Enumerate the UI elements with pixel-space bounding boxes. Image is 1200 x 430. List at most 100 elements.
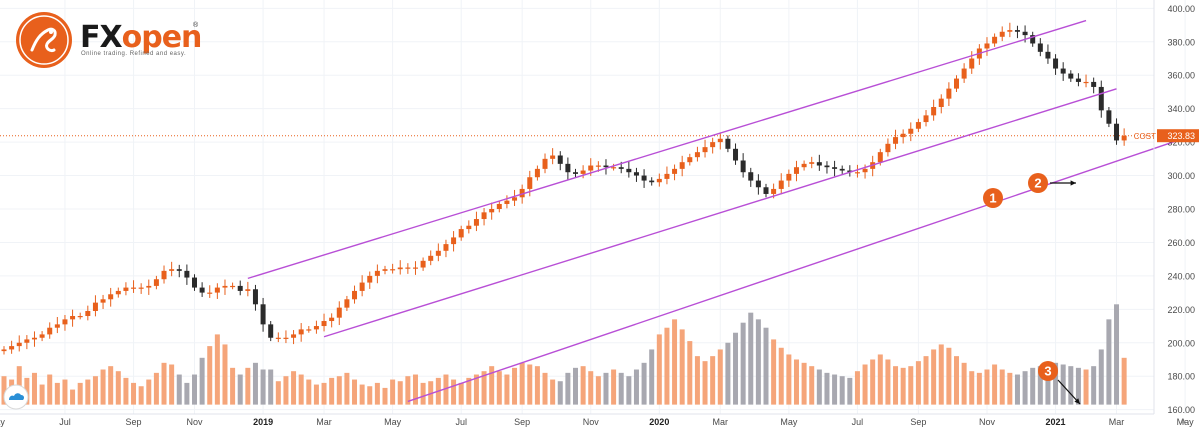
volume-bar: [954, 356, 959, 405]
volume-bar: [656, 334, 662, 405]
candle-body: [443, 244, 449, 251]
volume-bar: [976, 372, 982, 405]
candle-body: [161, 270, 167, 280]
volume-bar: [603, 372, 609, 405]
volume-bar: [969, 371, 975, 405]
candle-body: [138, 287, 144, 289]
volume-bar: [519, 362, 525, 405]
candle-body: [16, 342, 22, 347]
candle-body: [755, 180, 761, 188]
candle-body: [771, 188, 777, 194]
candle-body: [344, 299, 350, 308]
candle-body: [359, 282, 365, 291]
candle-body: [481, 212, 487, 220]
candle-body: [740, 160, 746, 173]
x-tick-label: Mar: [713, 417, 729, 427]
volume-bar: [481, 371, 487, 405]
candle-body: [877, 152, 883, 163]
candle-body: [702, 147, 708, 153]
candle-body: [108, 294, 114, 300]
volume-bar: [367, 386, 373, 405]
y-tick-label: 180.00: [1167, 372, 1195, 382]
volume-bar: [428, 381, 434, 405]
volume-bar: [77, 382, 83, 405]
volume-bar: [138, 386, 144, 405]
volume-bar: [176, 374, 182, 405]
volume-bar: [694, 356, 700, 405]
volume-bar: [405, 376, 411, 405]
x-tick-label: Jul: [455, 417, 467, 427]
y-tick-label: 340.00: [1167, 104, 1195, 114]
volume-bar: [131, 382, 137, 405]
candle-body: [649, 180, 655, 183]
auto-scale-toggle[interactable]: A: [1176, 414, 1190, 428]
candle-body: [131, 287, 137, 289]
candle-body: [313, 326, 319, 330]
candle-body: [230, 285, 236, 288]
fxopen-logo-icon: [16, 12, 72, 68]
volume-bar: [222, 344, 228, 405]
volume-bar: [230, 367, 236, 405]
volume-bar: [778, 347, 784, 405]
volume-bar: [839, 376, 845, 405]
y-tick-label: 200.00: [1167, 338, 1195, 348]
candle-body: [412, 267, 418, 269]
candle-body: [1075, 78, 1081, 82]
volume-bars: [1, 304, 1127, 405]
candle-body: [1037, 43, 1043, 52]
volume-bar: [420, 382, 426, 405]
candle-body: [192, 277, 197, 288]
candle-body: [336, 307, 342, 318]
arrowhead: [1074, 398, 1080, 404]
volume-bar: [816, 369, 822, 405]
y-tick-label: 160.00: [1167, 405, 1195, 415]
candle-body: [451, 237, 457, 245]
volume-bar: [595, 376, 601, 405]
volume-bar: [329, 377, 335, 405]
volume-bar: [618, 372, 624, 405]
candle-body: [954, 78, 959, 89]
volume-bar: [336, 376, 342, 405]
volume-bar: [146, 379, 152, 405]
volume-bar: [115, 371, 121, 405]
x-tick-label: Nov: [186, 417, 203, 427]
volume-bar: [809, 366, 815, 405]
candle-body: [656, 178, 662, 183]
candle-body: [1007, 30, 1013, 32]
candle-body: [222, 285, 228, 288]
candle-body: [405, 267, 411, 269]
y-axis: 160.00 180.00 200.00 220.00 240.00 260.00 280.…: [1134, 0, 1199, 415]
volume-bar: [893, 366, 899, 405]
volume-bar: [862, 364, 868, 405]
volume-bar: [161, 362, 167, 405]
marker-label: 2: [1034, 176, 1041, 191]
candle-body: [816, 162, 822, 166]
candle-body: [557, 155, 563, 164]
candle-body: [504, 200, 510, 204]
candle-body: [85, 310, 91, 317]
volume-bar: [771, 339, 777, 405]
volume-bar: [931, 349, 937, 405]
candle-body: [542, 158, 548, 169]
candle-body: [473, 219, 479, 226]
x-tick-label: Nov: [979, 417, 996, 427]
volume-bar: [854, 371, 860, 405]
volume-bar: [466, 377, 472, 405]
candle-body: [260, 304, 266, 325]
candle-body: [633, 172, 639, 176]
candle-body: [47, 327, 53, 335]
volume-bar: [199, 357, 205, 405]
volume-bar: [504, 374, 510, 405]
candle-body: [809, 162, 815, 164]
volume-bar: [390, 379, 396, 405]
tradingview-badge-icon[interactable]: [3, 384, 29, 410]
volume-bar: [542, 372, 548, 405]
candle-body: [915, 122, 921, 129]
candle-body: [352, 290, 358, 300]
candle-body: [214, 287, 220, 293]
candle-body: [123, 287, 129, 291]
x-tick-label: May: [780, 417, 798, 427]
candle-body: [1121, 135, 1127, 141]
